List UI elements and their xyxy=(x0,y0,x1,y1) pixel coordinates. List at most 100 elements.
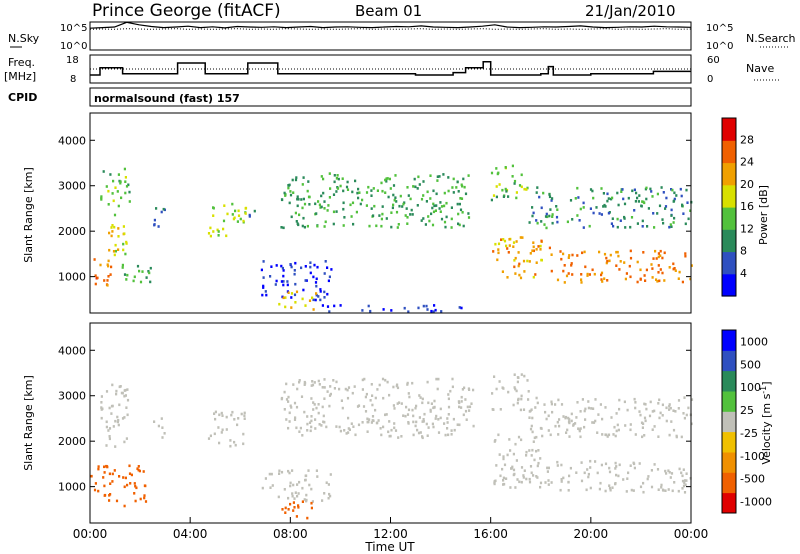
power-cell xyxy=(450,206,453,209)
velocity-cell xyxy=(512,468,516,472)
velocity-cell xyxy=(437,431,441,434)
velocity-cell xyxy=(558,424,561,428)
velocity-cell xyxy=(290,406,293,409)
power-cell xyxy=(682,212,685,215)
velocity-cell xyxy=(230,413,233,417)
velocity-cell xyxy=(422,420,425,423)
velocity-cell xyxy=(261,486,264,490)
power-cell xyxy=(661,271,664,275)
power-cell xyxy=(295,220,298,223)
power-cell xyxy=(559,250,562,253)
velocity-cell xyxy=(380,433,383,437)
velocity-cell xyxy=(678,467,681,471)
power-cell xyxy=(339,304,342,307)
velocity-cell xyxy=(517,435,521,439)
velocity-cell xyxy=(135,486,138,490)
velocity-cell xyxy=(525,454,528,457)
power-cell xyxy=(359,202,362,206)
power-cell xyxy=(287,184,290,187)
power-cell xyxy=(316,224,319,228)
velocity-cell xyxy=(530,454,533,457)
power-cell xyxy=(504,166,507,169)
power-cell xyxy=(328,196,331,199)
power-cell xyxy=(322,177,325,181)
velocity-cell xyxy=(306,415,309,418)
power-cell xyxy=(287,291,290,294)
velocity-cell xyxy=(243,417,246,420)
power-cell xyxy=(634,200,637,203)
power-cell xyxy=(635,191,638,195)
power-cell xyxy=(458,202,461,206)
power-cell xyxy=(420,197,424,201)
power-cell xyxy=(545,226,548,230)
power-cell xyxy=(308,203,311,206)
velocity-cell xyxy=(283,488,286,491)
power-cell xyxy=(125,240,128,244)
power-cell xyxy=(280,226,283,229)
velocity-cell xyxy=(126,413,129,417)
power-cell xyxy=(536,186,539,189)
power-cell xyxy=(417,175,420,179)
power-cell xyxy=(322,191,325,195)
power-cell xyxy=(328,310,331,313)
power-cell xyxy=(372,187,375,190)
power-cell xyxy=(636,280,639,284)
power-cell xyxy=(462,224,465,228)
power-cell xyxy=(576,186,579,190)
power-cell xyxy=(107,259,110,263)
power-cell xyxy=(670,225,673,228)
velocity-cell xyxy=(366,430,369,433)
power-cell xyxy=(269,275,272,278)
velocity-cell xyxy=(665,419,668,423)
velocity-cell xyxy=(639,413,642,417)
velocity-cell xyxy=(568,435,571,438)
power-cell xyxy=(671,188,674,192)
power-cell xyxy=(581,251,584,255)
power-cell xyxy=(501,270,504,273)
velocity-cell xyxy=(520,394,523,398)
power-cell xyxy=(616,191,619,195)
velocity-cell xyxy=(683,416,686,420)
power-cell xyxy=(467,212,470,215)
power-cell xyxy=(563,264,566,267)
velocity-cell xyxy=(412,414,415,418)
beam-label: Beam 01 xyxy=(355,2,422,20)
velocity-cell xyxy=(303,410,306,414)
power-cell xyxy=(93,258,96,261)
velocity-cell xyxy=(587,472,590,476)
power-cell xyxy=(418,183,421,186)
power-cell xyxy=(304,265,307,268)
velocity-cell xyxy=(291,494,294,498)
power-cell xyxy=(598,250,601,254)
power-cell xyxy=(463,185,466,189)
power-cell xyxy=(517,251,520,254)
velocity-cell xyxy=(101,407,104,411)
velocity-cell xyxy=(633,462,636,466)
power-cell xyxy=(291,178,294,182)
power-cell xyxy=(302,288,305,292)
power-cell xyxy=(262,284,265,288)
velocity-cell xyxy=(406,383,409,386)
velocity-cell xyxy=(396,402,399,405)
velocity-cell xyxy=(585,488,588,492)
velocity-cell xyxy=(566,428,569,432)
velocity-cell xyxy=(668,433,671,437)
velocity-cell xyxy=(284,511,287,514)
velocity-cell xyxy=(446,417,449,420)
velocity-heatmap xyxy=(90,373,694,520)
velocity-cell xyxy=(323,378,326,381)
power-cell xyxy=(460,183,463,187)
velocity-cell xyxy=(547,466,550,470)
velocity-cell xyxy=(221,414,224,417)
power-cell xyxy=(125,185,129,188)
power-cell xyxy=(566,220,569,224)
velocity-cell xyxy=(434,417,437,420)
velocity-cell xyxy=(671,489,674,493)
velocity-cell xyxy=(313,381,316,384)
velocity-cell xyxy=(111,472,114,476)
power-cell xyxy=(319,290,322,293)
noise-right-tick-bottom: 10^0 xyxy=(706,41,733,52)
velocity-cell xyxy=(364,410,368,413)
velocity-cell xyxy=(112,425,115,428)
velocity-ytick-label: 4000 xyxy=(58,344,86,357)
